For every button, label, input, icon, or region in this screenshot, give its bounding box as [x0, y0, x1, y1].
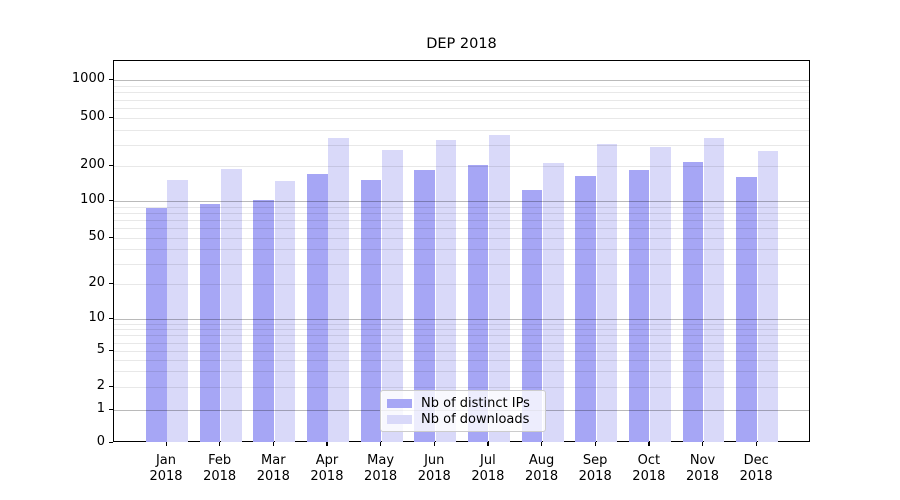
x-tick-label: Dec 2018: [739, 453, 773, 484]
bar-distinct-ips: [682, 162, 704, 442]
y-tick-mark: [109, 199, 113, 201]
x-tick-label: Nov 2018: [685, 453, 720, 484]
plot-area: [113, 60, 810, 442]
y-tick-mark: [109, 78, 113, 80]
y-tick-label: 500: [80, 109, 105, 124]
x-tick-mark: [594, 442, 596, 446]
x-tick-label: Aug 2018: [525, 453, 559, 484]
bar-distinct-ips: [414, 169, 435, 442]
x-tick-label: Mar 2018: [256, 453, 290, 484]
y-tick-label: 1000: [71, 71, 105, 86]
bar-downloads: [167, 180, 188, 442]
bar-downloads: [489, 135, 510, 442]
x-tick-mark: [433, 442, 435, 446]
x-tick-mark: [326, 442, 328, 446]
legend-label: Nb of distinct IPs: [421, 396, 530, 411]
bar-distinct-ips: [521, 189, 543, 442]
bar-downloads: [757, 151, 779, 442]
x-tick-label: Jul 2018: [471, 453, 505, 484]
x-tick-mark: [272, 442, 274, 446]
x-tick-mark: [648, 442, 650, 446]
x-tick-label: Oct 2018: [632, 453, 666, 484]
y-tick-mark: [109, 385, 113, 387]
x-tick-mark: [541, 442, 543, 446]
legend: Nb of distinct IPs Nb of downloads: [380, 390, 546, 432]
y-tick-mark: [109, 164, 113, 166]
y-tick-label: 2: [96, 378, 105, 393]
x-tick-label: Jun 2018: [417, 453, 451, 484]
y-gridline-minor: [114, 85, 809, 87]
y-gridline-minor: [114, 99, 809, 101]
y-tick-label: 5: [96, 342, 105, 357]
bar-downloads: [703, 138, 725, 442]
x-tick-label: Apr 2018: [310, 453, 344, 484]
bar-downloads: [221, 168, 242, 442]
y-gridline-minor: [114, 118, 809, 119]
y-tick-mark: [109, 317, 113, 319]
legend-label: Nb of downloads: [421, 412, 530, 427]
y-gridline-minor: [114, 92, 809, 94]
x-tick-mark: [702, 442, 704, 446]
bar-downloads: [650, 146, 671, 442]
x-tick-mark: [487, 442, 489, 446]
bar-downloads: [382, 150, 403, 442]
bar-distinct-ips: [575, 175, 596, 442]
bar-downloads: [274, 180, 296, 442]
y-tick-mark: [109, 282, 113, 284]
x-tick-mark: [755, 442, 757, 446]
bar-distinct-ips: [199, 203, 221, 442]
x-tick-mark: [165, 442, 167, 446]
y-gridline-major: [114, 80, 809, 81]
y-tick-mark: [109, 349, 113, 351]
y-tick-label: 100: [80, 192, 105, 207]
y-tick-mark: [109, 441, 113, 443]
y-tick-label: 50: [88, 229, 105, 244]
bar-downloads: [328, 138, 349, 442]
legend-swatch-downloads: [387, 415, 412, 424]
bar-distinct-ips: [467, 164, 489, 442]
bar-distinct-ips: [628, 169, 650, 442]
bar-downloads: [542, 163, 564, 442]
y-tick-label: 20: [88, 275, 105, 290]
chart-title: DEP 2018: [426, 36, 497, 52]
x-tick-label: May 2018: [364, 453, 398, 484]
bar-distinct-ips: [253, 199, 274, 442]
x-tick-label: Sep 2018: [578, 453, 612, 484]
bar-distinct-ips: [360, 179, 382, 442]
bar-downloads: [596, 143, 618, 442]
y-tick-label: 0: [96, 434, 105, 449]
y-tick-label: 1: [96, 401, 105, 416]
bar-distinct-ips: [146, 207, 167, 442]
y-tick-label: 200: [80, 157, 105, 172]
legend-item-downloads: Nb of downloads: [387, 412, 539, 427]
y-tick-mark: [109, 116, 113, 118]
y-tick-label: 10: [88, 310, 105, 325]
bar-distinct-ips: [736, 177, 757, 442]
y-tick-mark: [109, 236, 113, 238]
bar-distinct-ips: [306, 174, 328, 442]
x-tick-mark: [380, 442, 382, 446]
y-gridline-minor: [114, 129, 809, 131]
x-tick-mark: [219, 442, 221, 446]
bar-downloads: [435, 139, 457, 442]
y-tick-mark: [109, 408, 113, 410]
legend-swatch-distinct-ips: [387, 399, 412, 408]
legend-item-distinct-ips: Nb of distinct IPs: [387, 396, 539, 411]
y-gridline-minor: [114, 108, 809, 109]
x-tick-label: Feb 2018: [203, 453, 237, 484]
x-tick-label: Jan 2018: [149, 453, 183, 484]
